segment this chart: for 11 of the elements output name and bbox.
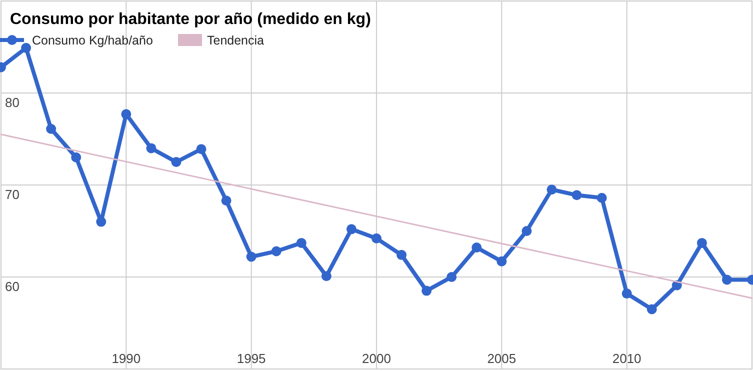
legend-label: Tendencia [207,34,264,48]
x-tick-label: 1990 [112,351,141,366]
y-tick-label: 70 [5,187,20,202]
x-tick-label: 1995 [236,351,266,366]
x-tick-label: 2010 [612,351,642,366]
x-tick-label: 2005 [487,351,516,366]
y-tick-label: 60 [5,279,20,294]
text: Consumo por habitante por año (medido en kg) [10,11,371,28]
x-tick-label: 2000 [362,351,391,366]
legend-label: Consumo Kg/hab/año [32,34,153,48]
y-tick-label: 80 [5,95,20,110]
